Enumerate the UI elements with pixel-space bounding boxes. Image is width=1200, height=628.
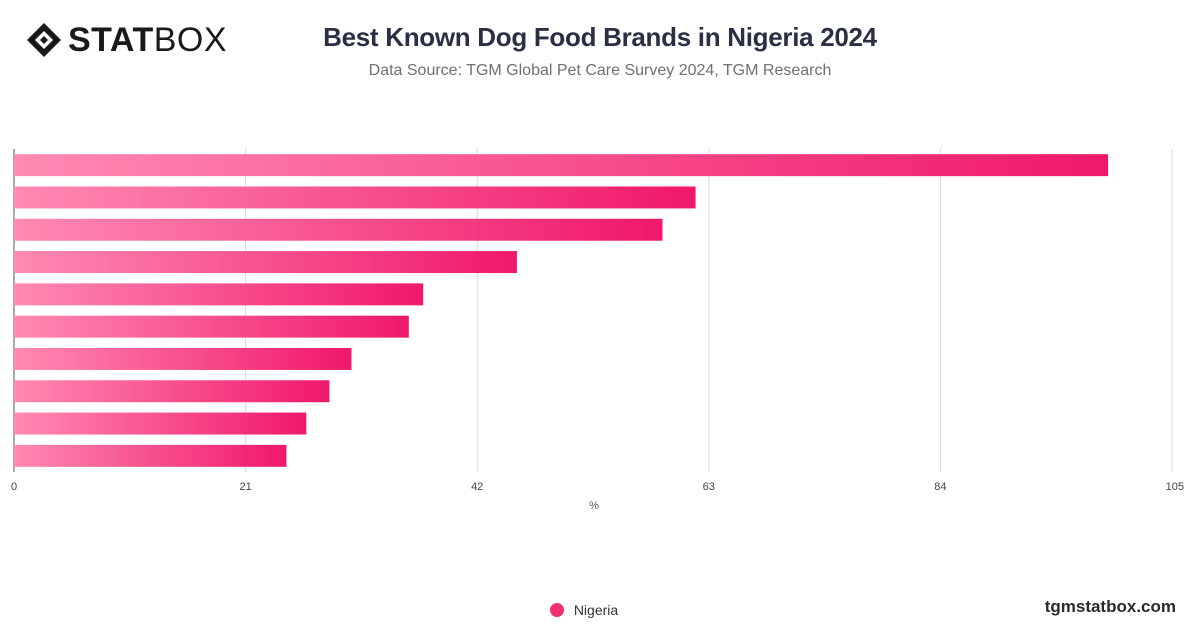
x-tick-label: 63	[703, 481, 715, 493]
logo-text-light: BOX	[153, 21, 228, 59]
x-axis-label: %	[589, 500, 599, 512]
bar-9[interactable]	[14, 412, 307, 435]
bar-6[interactable]	[14, 315, 409, 338]
x-tick-label: 21	[239, 481, 251, 493]
bar-10[interactable]	[14, 444, 287, 467]
statbox-diamond-icon	[27, 23, 61, 57]
x-tick-label: 42	[471, 481, 483, 493]
x-tick-label: 0	[11, 481, 17, 493]
x-tick-label: 105	[1166, 481, 1184, 493]
bar-3[interactable]	[14, 218, 663, 241]
x-tick-label: 84	[934, 481, 946, 493]
bar-2[interactable]	[14, 186, 696, 209]
chart-title: Best Known Dog Food Brands in Nigeria 20…	[323, 22, 877, 52]
bar-1[interactable]	[14, 154, 1109, 177]
bar-7[interactable]	[14, 347, 352, 370]
logo-text-bold: STAT	[68, 21, 154, 59]
legend-swatch-nigeria	[549, 603, 564, 617]
bar-8[interactable]	[14, 380, 330, 403]
bar-chart: 0 21 42 63 84 105 %	[11, 149, 1184, 512]
statbox-logo: STATBOX	[26, 22, 227, 58]
chart-legend: Nigeria	[0, 602, 1200, 618]
bar-5[interactable]	[14, 283, 424, 306]
bar-4[interactable]	[14, 251, 517, 274]
chart-subtitle: Data Source: TGM Global Pet Care Survey …	[368, 62, 832, 79]
site-url: tgmstatbox.com	[1044, 597, 1176, 616]
legend-label-nigeria: Nigeria	[573, 602, 619, 618]
